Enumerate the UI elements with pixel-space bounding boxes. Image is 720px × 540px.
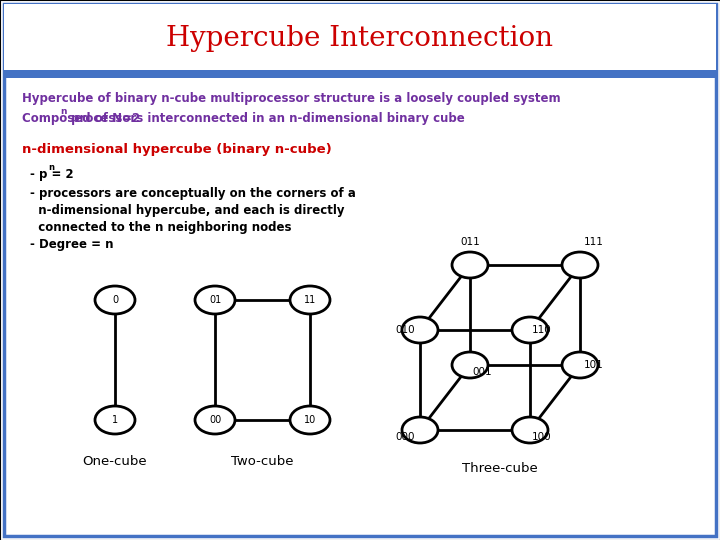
Text: 1: 1 [112, 415, 118, 425]
FancyBboxPatch shape [4, 4, 716, 536]
Text: 10: 10 [304, 415, 316, 425]
Text: connected to the n neighboring nodes: connected to the n neighboring nodes [30, 221, 292, 234]
Text: - Degree = n: - Degree = n [30, 238, 114, 251]
Ellipse shape [195, 406, 235, 434]
Text: Two-cube: Two-cube [231, 455, 294, 468]
Ellipse shape [562, 352, 598, 378]
Text: 101: 101 [584, 360, 604, 370]
Text: Hypercube Interconnection: Hypercube Interconnection [166, 24, 554, 51]
Text: Three-cube: Three-cube [462, 462, 538, 475]
Ellipse shape [562, 252, 598, 278]
Ellipse shape [452, 252, 488, 278]
Text: 100: 100 [532, 432, 552, 442]
Text: n-dimensional hypercube (binary n-cube): n-dimensional hypercube (binary n-cube) [22, 143, 332, 156]
Text: 111: 111 [584, 237, 604, 247]
Text: One-cube: One-cube [83, 455, 148, 468]
Text: 001: 001 [472, 367, 492, 377]
Text: 0: 0 [112, 295, 118, 305]
Text: 110: 110 [532, 325, 552, 335]
Ellipse shape [290, 406, 330, 434]
Text: Hypercube of binary n-cube multiprocessor structure is a loosely coupled system: Hypercube of binary n-cube multiprocesso… [22, 92, 561, 105]
Text: 010: 010 [395, 325, 415, 335]
Text: Composed of N=2: Composed of N=2 [22, 112, 140, 125]
Ellipse shape [95, 406, 135, 434]
Text: n: n [60, 107, 67, 116]
Ellipse shape [402, 417, 438, 443]
Ellipse shape [512, 417, 548, 443]
Ellipse shape [195, 286, 235, 314]
FancyBboxPatch shape [4, 4, 716, 70]
Ellipse shape [512, 317, 548, 343]
FancyBboxPatch shape [4, 70, 716, 78]
Text: 00: 00 [209, 415, 221, 425]
Text: 000: 000 [395, 432, 415, 442]
Ellipse shape [290, 286, 330, 314]
Text: - processors are conceptually on the corners of a: - processors are conceptually on the cor… [30, 187, 356, 200]
Text: 01: 01 [209, 295, 221, 305]
Text: n: n [48, 163, 55, 172]
Ellipse shape [95, 286, 135, 314]
Text: processors interconnected in an n-dimensional binary cube: processors interconnected in an n-dimens… [67, 112, 465, 125]
Ellipse shape [452, 352, 488, 378]
Text: 11: 11 [304, 295, 316, 305]
Ellipse shape [402, 317, 438, 343]
Text: n-dimensional hypercube, and each is directly: n-dimensional hypercube, and each is dir… [30, 204, 344, 217]
Text: 011: 011 [460, 237, 480, 247]
Text: - p = 2: - p = 2 [30, 168, 73, 181]
